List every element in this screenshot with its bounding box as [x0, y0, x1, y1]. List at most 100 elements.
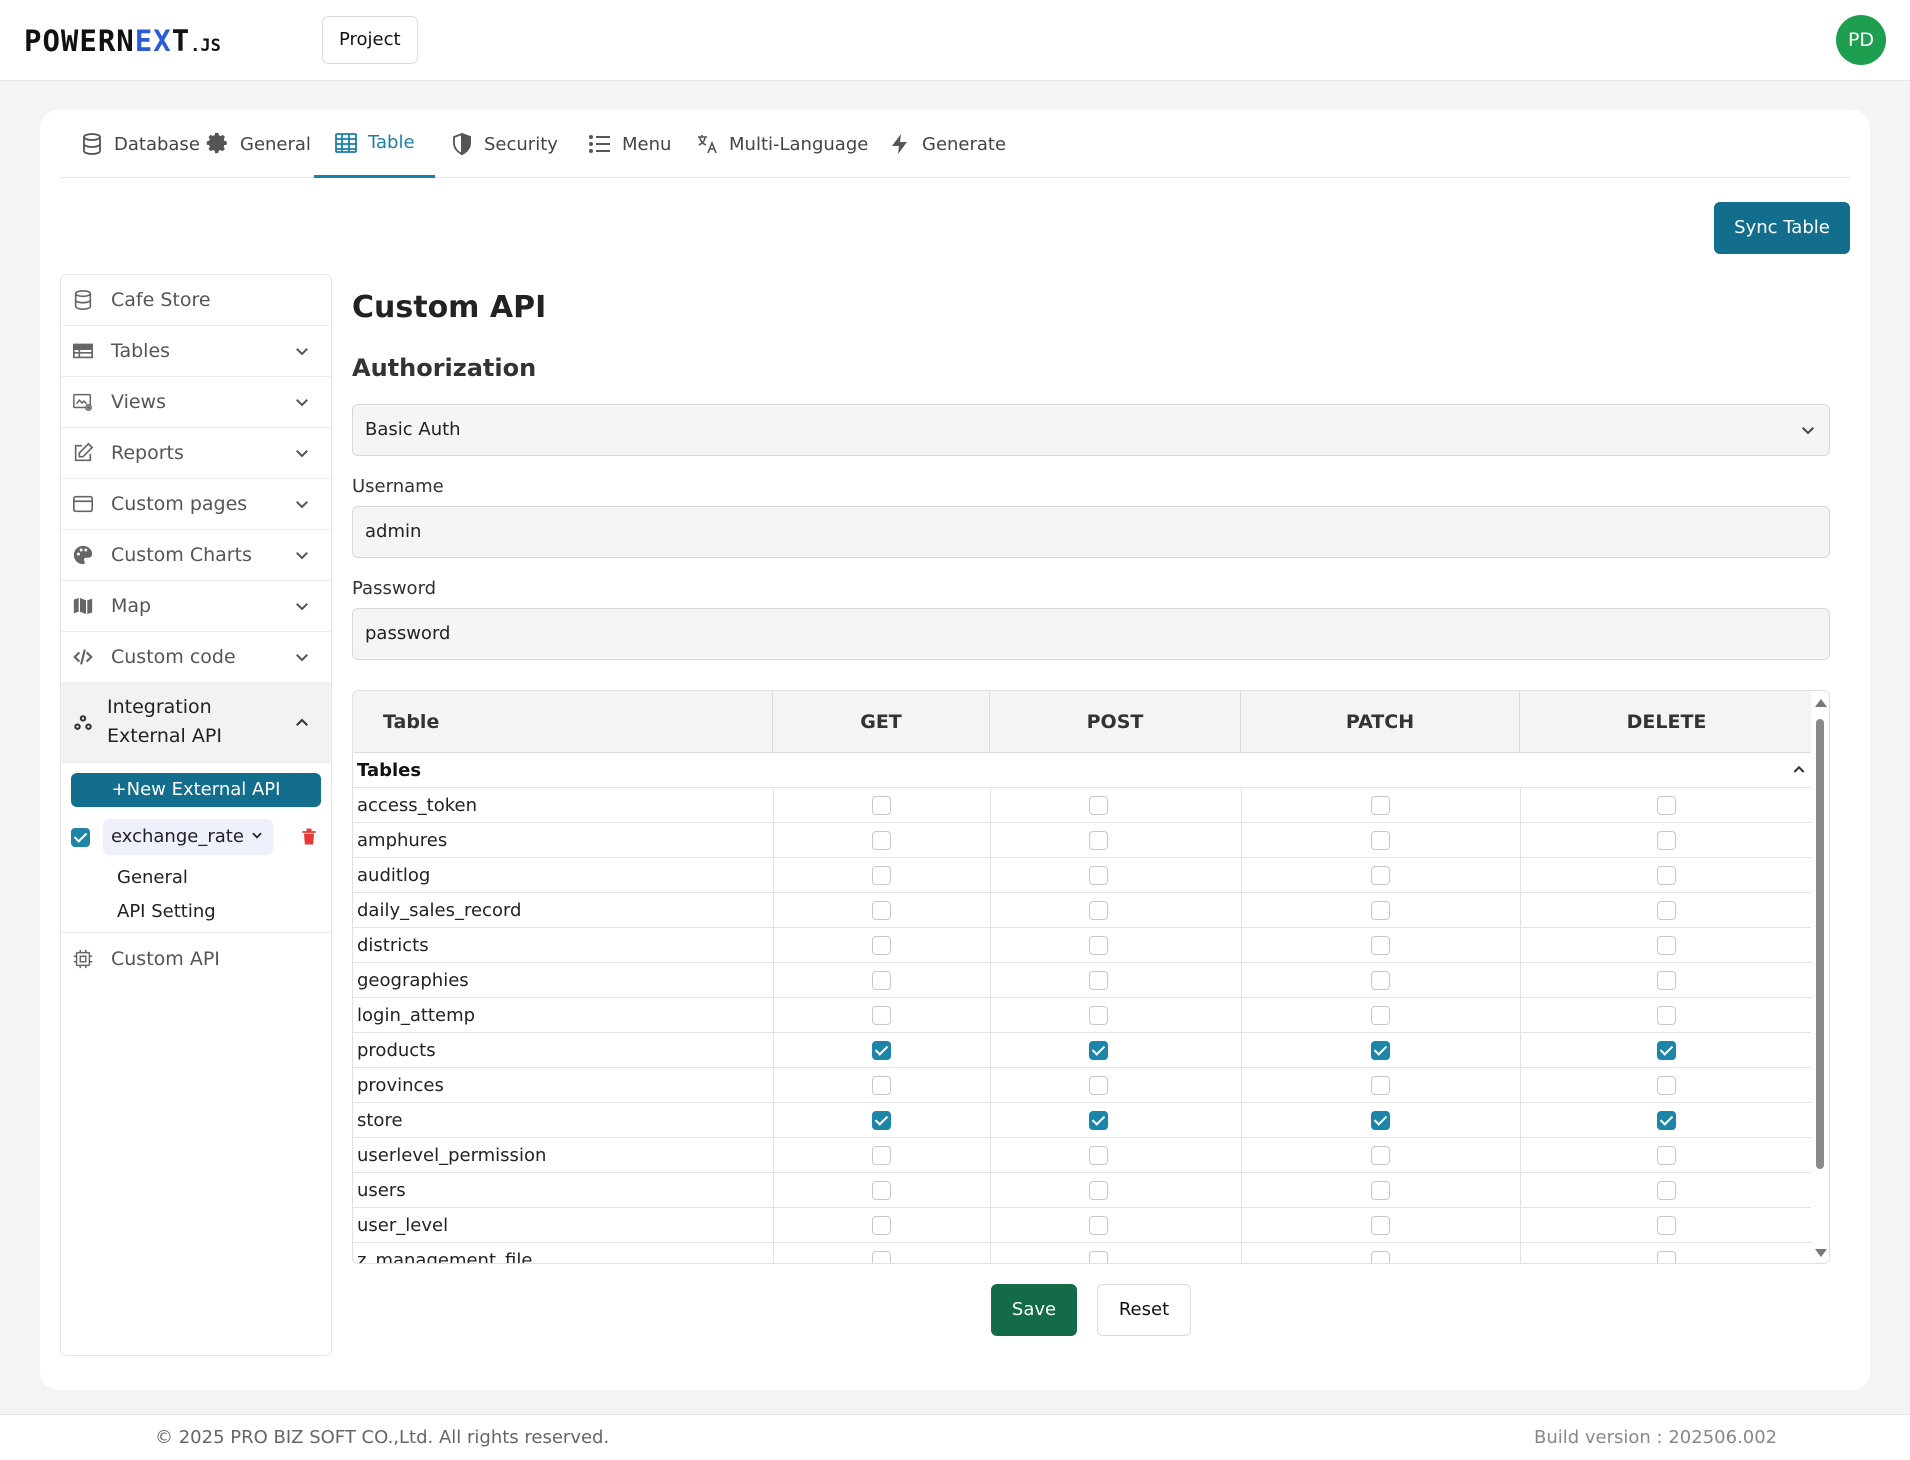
checkbox-patch[interactable] — [1371, 1216, 1390, 1235]
checkbox-get[interactable] — [872, 866, 891, 885]
checkbox-get[interactable] — [872, 1111, 891, 1130]
auth-type-select[interactable]: Basic Auth — [352, 404, 1830, 456]
checkbox-delete[interactable] — [1657, 796, 1676, 815]
database-icon — [83, 133, 101, 155]
group-row-tables[interactable]: Tables — [353, 753, 1813, 788]
checkbox-post[interactable] — [1089, 1111, 1108, 1130]
checkbox-post[interactable] — [1089, 1006, 1108, 1025]
tab-multi-language[interactable]: Multi-Language — [675, 110, 888, 178]
checkbox-post[interactable] — [1089, 796, 1108, 815]
sidebar-item-custom-api[interactable]: Custom API — [61, 933, 331, 984]
table-scrollbar[interactable] — [1811, 691, 1829, 1263]
checkbox-delete[interactable] — [1657, 1076, 1676, 1095]
checkbox-patch[interactable] — [1371, 1146, 1390, 1165]
checkbox-get[interactable] — [872, 831, 891, 850]
username-field[interactable]: admin — [352, 506, 1830, 558]
checkbox-delete[interactable] — [1657, 1041, 1676, 1060]
edit-icon — [71, 441, 95, 465]
sidebar-item-custom-pages[interactable]: Custom pages — [61, 479, 331, 530]
checkbox-get[interactable] — [872, 1251, 891, 1263]
checkbox-get[interactable] — [872, 1216, 891, 1235]
checkbox-get[interactable] — [872, 901, 891, 920]
checkbox-get[interactable] — [872, 1076, 891, 1095]
checkbox-patch[interactable] — [1371, 971, 1390, 990]
checkbox-post[interactable] — [1089, 1076, 1108, 1095]
column-divider — [773, 1173, 774, 1208]
api-name-dropdown[interactable]: exchange_rate — [103, 819, 273, 855]
column-divider — [773, 1138, 774, 1173]
sidebar-item-cafe-store[interactable]: Cafe Store — [61, 275, 331, 326]
checkbox-patch[interactable] — [1371, 1006, 1390, 1025]
sidebar-item-map[interactable]: Map — [61, 581, 331, 632]
checkbox-get[interactable] — [872, 796, 891, 815]
reset-button[interactable]: Reset — [1097, 1284, 1191, 1336]
scroll-up-arrow[interactable] — [1815, 699, 1827, 707]
checkbox-patch[interactable] — [1371, 1111, 1390, 1130]
checkbox-delete[interactable] — [1657, 901, 1676, 920]
sidebar-item-custom-code[interactable]: Custom code — [61, 632, 331, 683]
sidebar-item-reports[interactable]: Reports — [61, 428, 331, 479]
chevron-down-icon — [296, 603, 308, 611]
scroll-down-arrow[interactable] — [1815, 1249, 1827, 1257]
checkbox-delete[interactable] — [1657, 936, 1676, 955]
checkbox-patch[interactable] — [1371, 796, 1390, 815]
api-sub-link-api-setting[interactable]: API Setting — [117, 901, 216, 922]
checkbox-get[interactable] — [872, 1041, 891, 1060]
api-checkbox[interactable] — [71, 828, 90, 847]
checkbox-patch[interactable] — [1371, 866, 1390, 885]
checkbox-post[interactable] — [1089, 1181, 1108, 1200]
checkbox-post[interactable] — [1089, 1041, 1108, 1060]
checkbox-delete[interactable] — [1657, 1146, 1676, 1165]
checkbox-delete[interactable] — [1657, 1006, 1676, 1025]
scroll-thumb[interactable] — [1816, 719, 1824, 1169]
password-field[interactable]: password — [352, 608, 1830, 660]
column-divider — [990, 1033, 991, 1068]
checkbox-get[interactable] — [872, 971, 891, 990]
tab-security[interactable]: Security — [430, 110, 578, 178]
checkbox-post[interactable] — [1089, 1146, 1108, 1165]
checkbox-get[interactable] — [872, 936, 891, 955]
api-sub-link-general[interactable]: General — [117, 867, 188, 888]
app-logo[interactable]: POWERNEXT.JS — [24, 24, 221, 58]
checkbox-patch[interactable] — [1371, 1181, 1390, 1200]
avatar[interactable]: PD — [1836, 15, 1886, 65]
checkbox-patch[interactable] — [1371, 1041, 1390, 1060]
save-button[interactable]: Save — [991, 1284, 1077, 1336]
checkbox-post[interactable] — [1089, 1251, 1108, 1263]
checkbox-get[interactable] — [872, 1181, 891, 1200]
sync-table-button[interactable]: Sync Table — [1714, 202, 1850, 254]
checkbox-delete[interactable] — [1657, 831, 1676, 850]
table-row: daily_sales_record — [353, 893, 1813, 928]
tab-generate[interactable]: Generate — [868, 110, 1026, 178]
checkbox-post[interactable] — [1089, 936, 1108, 955]
checkbox-delete[interactable] — [1657, 1216, 1676, 1235]
checkbox-delete[interactable] — [1657, 866, 1676, 885]
checkbox-post[interactable] — [1089, 831, 1108, 850]
checkbox-delete[interactable] — [1657, 1181, 1676, 1200]
checkbox-patch[interactable] — [1371, 901, 1390, 920]
project-button[interactable]: Project — [322, 16, 418, 64]
new-external-api-button[interactable]: +New External API — [71, 773, 321, 807]
checkbox-patch[interactable] — [1371, 1251, 1390, 1263]
checkbox-post[interactable] — [1089, 1216, 1108, 1235]
checkbox-post[interactable] — [1089, 866, 1108, 885]
sidebar-item-custom-charts[interactable]: Custom Charts — [61, 530, 331, 581]
tab-table[interactable]: Table — [314, 110, 435, 178]
tab-database[interactable]: Database — [60, 110, 220, 178]
tab-menu[interactable]: Menu — [568, 110, 691, 178]
sidebar-item-integration-external-api[interactable]: Integration External API — [61, 683, 331, 763]
checkbox-delete[interactable] — [1657, 1111, 1676, 1130]
checkbox-patch[interactable] — [1371, 936, 1390, 955]
checkbox-post[interactable] — [1089, 901, 1108, 920]
checkbox-patch[interactable] — [1371, 831, 1390, 850]
checkbox-get[interactable] — [872, 1006, 891, 1025]
sidebar-item-tables[interactable]: Tables — [61, 326, 331, 377]
checkbox-patch[interactable] — [1371, 1076, 1390, 1095]
tab-general[interactable]: General — [186, 110, 331, 178]
checkbox-delete[interactable] — [1657, 971, 1676, 990]
checkbox-delete[interactable] — [1657, 1251, 1676, 1263]
checkbox-get[interactable] — [872, 1146, 891, 1165]
trash-icon[interactable] — [299, 827, 319, 847]
sidebar-item-views[interactable]: Views — [61, 377, 331, 428]
checkbox-post[interactable] — [1089, 971, 1108, 990]
